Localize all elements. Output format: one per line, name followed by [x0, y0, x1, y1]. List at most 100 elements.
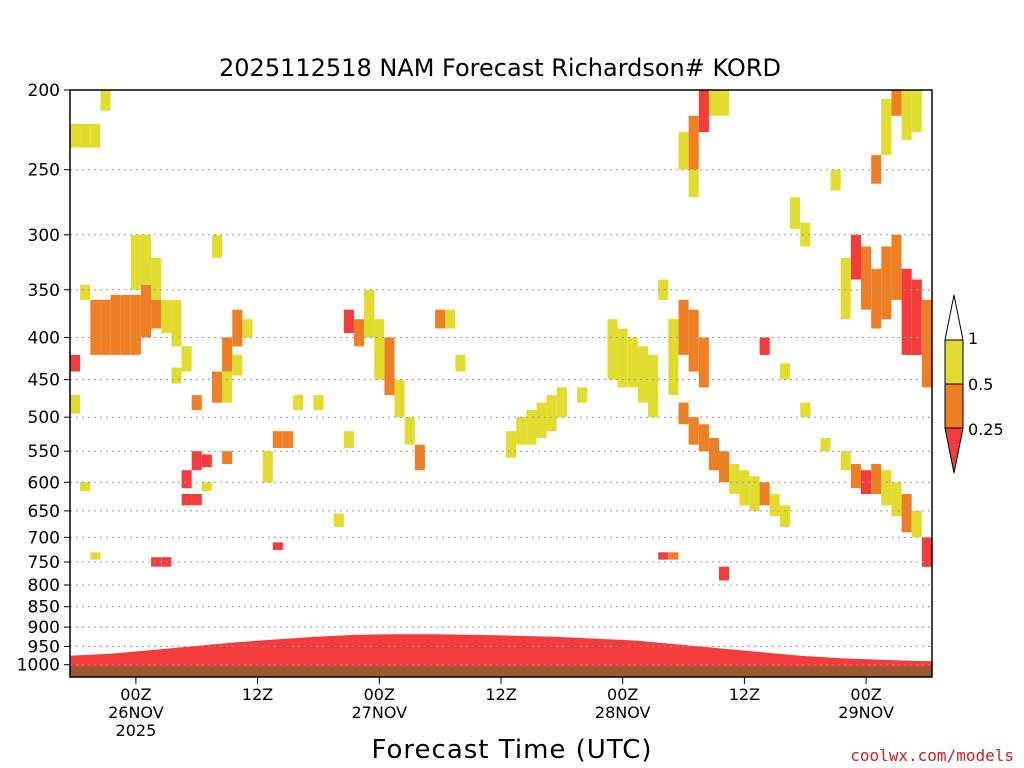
- heatmap-cell: [911, 279, 922, 355]
- heatmap-cell: [698, 337, 709, 388]
- heatmap-cell: [80, 284, 91, 300]
- colorbar-label-1: 1: [968, 329, 978, 348]
- heatmap-cell: [698, 90, 709, 133]
- heatmap-cell: [445, 309, 456, 329]
- heatmap-cell: [171, 299, 182, 347]
- heatmap-cell: [698, 424, 709, 452]
- heatmap-cell: [627, 337, 638, 388]
- heatmap-cell: [90, 299, 101, 355]
- heatmap-cell: [881, 98, 892, 156]
- heatmap-cell: [708, 90, 719, 116]
- x-tick-label: 12Z: [485, 685, 516, 704]
- heatmap-cell: [759, 337, 770, 355]
- heatmap-cell: [850, 464, 861, 489]
- heatmap-cell: [800, 402, 811, 418]
- heatmap-cell: [414, 444, 425, 471]
- y-tick-label: 450: [28, 371, 60, 391]
- heatmap-cell: [911, 90, 922, 133]
- heatmap-cell: [151, 557, 162, 567]
- heatmap-cell: [658, 279, 669, 300]
- heatmap-cell: [90, 552, 101, 560]
- heatmap-cell: [729, 464, 740, 494]
- heatmap-cell: [201, 454, 212, 468]
- x-axis-label: Forecast Time (UTC): [371, 735, 652, 765]
- x-tick-label: 2025: [116, 721, 157, 740]
- heatmap-cell: [871, 464, 882, 494]
- y-tick-label: 650: [28, 502, 60, 522]
- heatmap-cell: [668, 552, 679, 560]
- heatmap-cell: [191, 494, 202, 506]
- heatmap-cell: [181, 346, 192, 372]
- y-tick-label: 250: [28, 161, 60, 181]
- heatmap-cell: [840, 257, 851, 320]
- heatmap-cell: [120, 294, 131, 355]
- heatmap-cell: [911, 510, 922, 538]
- heatmap-cell: [891, 234, 902, 300]
- colorbar-bin-0.25-0.5: [944, 383, 964, 429]
- y-tick-label: 600: [28, 473, 60, 493]
- heatmap-cell: [343, 431, 354, 448]
- heatmap-cell: [536, 402, 547, 438]
- x-tick-label: 00Z: [364, 685, 395, 704]
- colorbar-label-0.5: 0.5: [968, 375, 993, 394]
- heatmap-cell: [901, 90, 912, 140]
- x-tick-label: 29NOV: [838, 703, 894, 722]
- heatmap-cell: [749, 476, 760, 511]
- heatmap-cell: [790, 197, 801, 229]
- y-tick-label: 800: [28, 576, 60, 596]
- heatmap-cell: [658, 552, 669, 560]
- credit-text: coolwx.com/models: [850, 746, 1014, 765]
- heatmap-cell: [110, 294, 121, 355]
- heatmap-cell: [222, 451, 233, 464]
- x-tick-label: 12Z: [242, 685, 273, 704]
- heatmap-cell: [871, 268, 882, 329]
- x-tick-label: 28NOV: [595, 703, 651, 722]
- heatmap-cell: [272, 431, 283, 448]
- heatmap-cell: [374, 319, 385, 380]
- y-tick-label: 700: [28, 528, 60, 548]
- heatmap-cell: [861, 246, 872, 310]
- heatmap-cell: [212, 371, 223, 403]
- x-tick-label: 00Z: [850, 685, 881, 704]
- heatmap-cell: [637, 346, 648, 403]
- heatmap-cell: [242, 319, 253, 338]
- heatmap-cell: [70, 124, 81, 148]
- heatmap-cell: [678, 299, 689, 355]
- heatmap-cell: [688, 169, 699, 198]
- heatmap-cell: [90, 124, 101, 148]
- heatmap-cell: [739, 470, 750, 506]
- heatmap-cell: [861, 470, 872, 494]
- heatmap-cell: [779, 505, 790, 527]
- heatmap-cell: [719, 566, 730, 581]
- heatmap-cell: [678, 132, 689, 170]
- y-tick-label: 400: [28, 329, 60, 349]
- y-tick-label: 750: [28, 553, 60, 573]
- y-tick-label: 850: [28, 598, 60, 618]
- heatmap-cell: [354, 319, 365, 347]
- heatmap-cell: [820, 438, 831, 452]
- heatmap-cell: [384, 337, 395, 396]
- y-tick-label: 300: [28, 226, 60, 246]
- heatmap-cell: [151, 299, 162, 329]
- heatmap-cell: [830, 169, 841, 191]
- heatmap-cell: [272, 542, 283, 550]
- y-axis: 200 250 300 350 400 450 500 550 600 650 700 750 8008…: [17, 81, 70, 676]
- heatmap-cell: [901, 494, 912, 533]
- heatmap-cell: [901, 268, 912, 355]
- x-tick-label: 26NOV: [108, 703, 164, 722]
- colorbar-bottom-arrow: [944, 427, 964, 474]
- heatmap-cell: [161, 299, 172, 333]
- heatmap-cell: [779, 363, 790, 380]
- heatmap-cell: [100, 90, 111, 111]
- heatmap-cell: [70, 395, 81, 414]
- x-tick-label: 00Z: [607, 685, 638, 704]
- heatmap-cell: [212, 234, 223, 258]
- heatmap-cell: [688, 309, 699, 372]
- heatmap-cell: [769, 494, 780, 517]
- heatmap-cell: [283, 431, 294, 448]
- chart-title: 2025112518 NAM Forecast Richardson# KORD: [219, 54, 781, 82]
- heatmap-cell: [546, 395, 557, 432]
- x-tick-label: 27NOV: [352, 703, 408, 722]
- heatmap-cells: [70, 90, 932, 581]
